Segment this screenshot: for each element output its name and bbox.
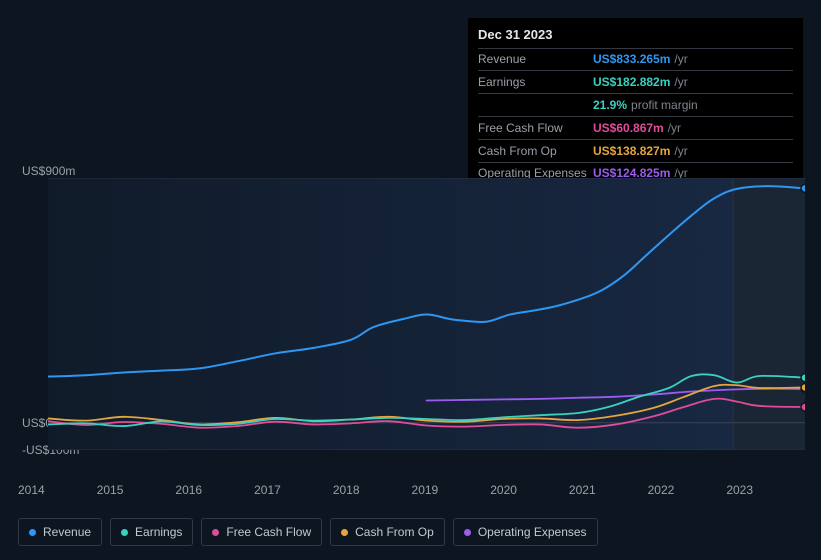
legend-label: Free Cash Flow <box>226 525 311 539</box>
legend-label: Earnings <box>135 525 182 539</box>
tooltip-row-label: Cash From Op <box>478 143 593 160</box>
x-tick-label: 2020 <box>490 483 569 497</box>
tooltip-row-label: Earnings <box>478 74 593 91</box>
tooltip-row-label: Revenue <box>478 51 593 68</box>
x-axis-labels: 2014201520162017201820192020202120222023 <box>18 483 805 497</box>
tooltip-row-value: US$60.867m/yr <box>593 120 681 137</box>
tooltip-row: Free Cash FlowUS$60.867m/yr <box>478 116 793 139</box>
tooltip-date: Dec 31 2023 <box>478 24 793 48</box>
tooltip-row-label <box>478 97 593 114</box>
line-chart <box>48 178 805 450</box>
tooltip-rows: RevenueUS$833.265m/yrEarningsUS$182.882m… <box>478 48 793 185</box>
x-tick-label: 2015 <box>97 483 176 497</box>
x-tick-label: 2021 <box>569 483 648 497</box>
tooltip-row: EarningsUS$182.882m/yr <box>478 70 793 93</box>
tooltip-row-label: Free Cash Flow <box>478 120 593 137</box>
x-tick-label: 2019 <box>412 483 491 497</box>
tooltip-row-value: US$833.265m/yr <box>593 51 688 68</box>
legend-item[interactable]: Cash From Op <box>330 518 445 546</box>
legend-dot-icon <box>341 529 348 536</box>
x-tick-label: 2023 <box>726 483 805 497</box>
tooltip-panel: Dec 31 2023 RevenueUS$833.265m/yrEarning… <box>468 18 803 193</box>
legend-item[interactable]: Free Cash Flow <box>201 518 322 546</box>
x-tick-label: 2022 <box>648 483 727 497</box>
legend-label: Cash From Op <box>355 525 434 539</box>
legend-dot-icon <box>212 529 219 536</box>
tooltip-row-value: US$182.882m/yr <box>593 74 688 91</box>
legend-item[interactable]: Operating Expenses <box>453 518 598 546</box>
y-tick-label: US$900m <box>22 164 75 178</box>
x-tick-label: 2016 <box>175 483 254 497</box>
x-tick-label: 2017 <box>254 483 333 497</box>
legend-dot-icon <box>121 529 128 536</box>
legend-dot-icon <box>464 529 471 536</box>
legend-label: Revenue <box>43 525 91 539</box>
x-tick-label: 2014 <box>18 483 97 497</box>
tooltip-row-value: 21.9%profit margin <box>593 97 698 114</box>
legend: Revenue Earnings Free Cash Flow Cash From O… <box>18 518 598 546</box>
legend-item[interactable]: Revenue <box>18 518 102 546</box>
legend-dot-icon <box>29 529 36 536</box>
tooltip-row: 21.9%profit margin <box>478 93 793 116</box>
tooltip-row-value: US$138.827m/yr <box>593 143 688 160</box>
tooltip-row: Cash From OpUS$138.827m/yr <box>478 139 793 162</box>
x-tick-label: 2018 <box>333 483 412 497</box>
legend-item[interactable]: Earnings <box>110 518 193 546</box>
legend-label: Operating Expenses <box>478 525 587 539</box>
tooltip-row: RevenueUS$833.265m/yr <box>478 48 793 71</box>
